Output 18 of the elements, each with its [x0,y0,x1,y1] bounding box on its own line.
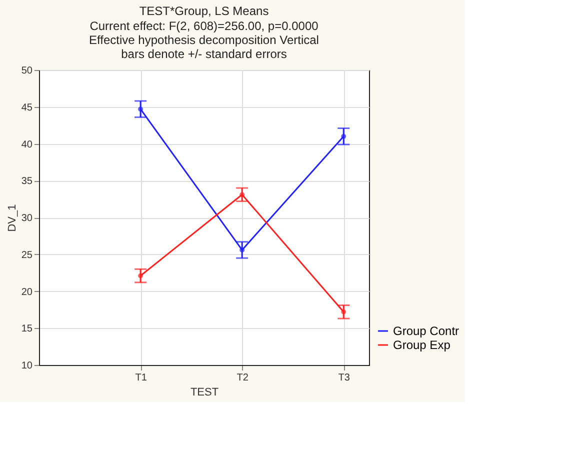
x-axis-title: TEST [190,386,219,398]
y-tick-label: 15 [21,324,33,335]
chart-title: TEST*Group, LS Means [139,4,269,18]
y-tick-label: 40 [21,139,33,150]
y-tick-label: 30 [21,213,33,224]
y-tick-label: 35 [21,176,33,188]
y-tick-label: 25 [21,250,33,261]
x-tick-label: T3 [338,372,350,384]
y-tick-label: 45 [21,102,33,114]
x-tick-label: T1 [135,372,148,384]
y-tick-label: 10 [21,360,33,372]
chart-subtitle: Current effect: F(2, 608)=256.00, p=0.0000 Effective hypothesis decomposition Vertical bars denote +/- standard errors [89,19,319,61]
x-tick-label: T2 [236,372,249,384]
legend-label: Group Exp [393,338,451,352]
y-axis-title: DV_1 [6,204,18,232]
legend-label: Group Contr [393,324,460,338]
y-tick-label: 50 [21,66,33,76]
y-tick-label: 20 [21,286,33,298]
